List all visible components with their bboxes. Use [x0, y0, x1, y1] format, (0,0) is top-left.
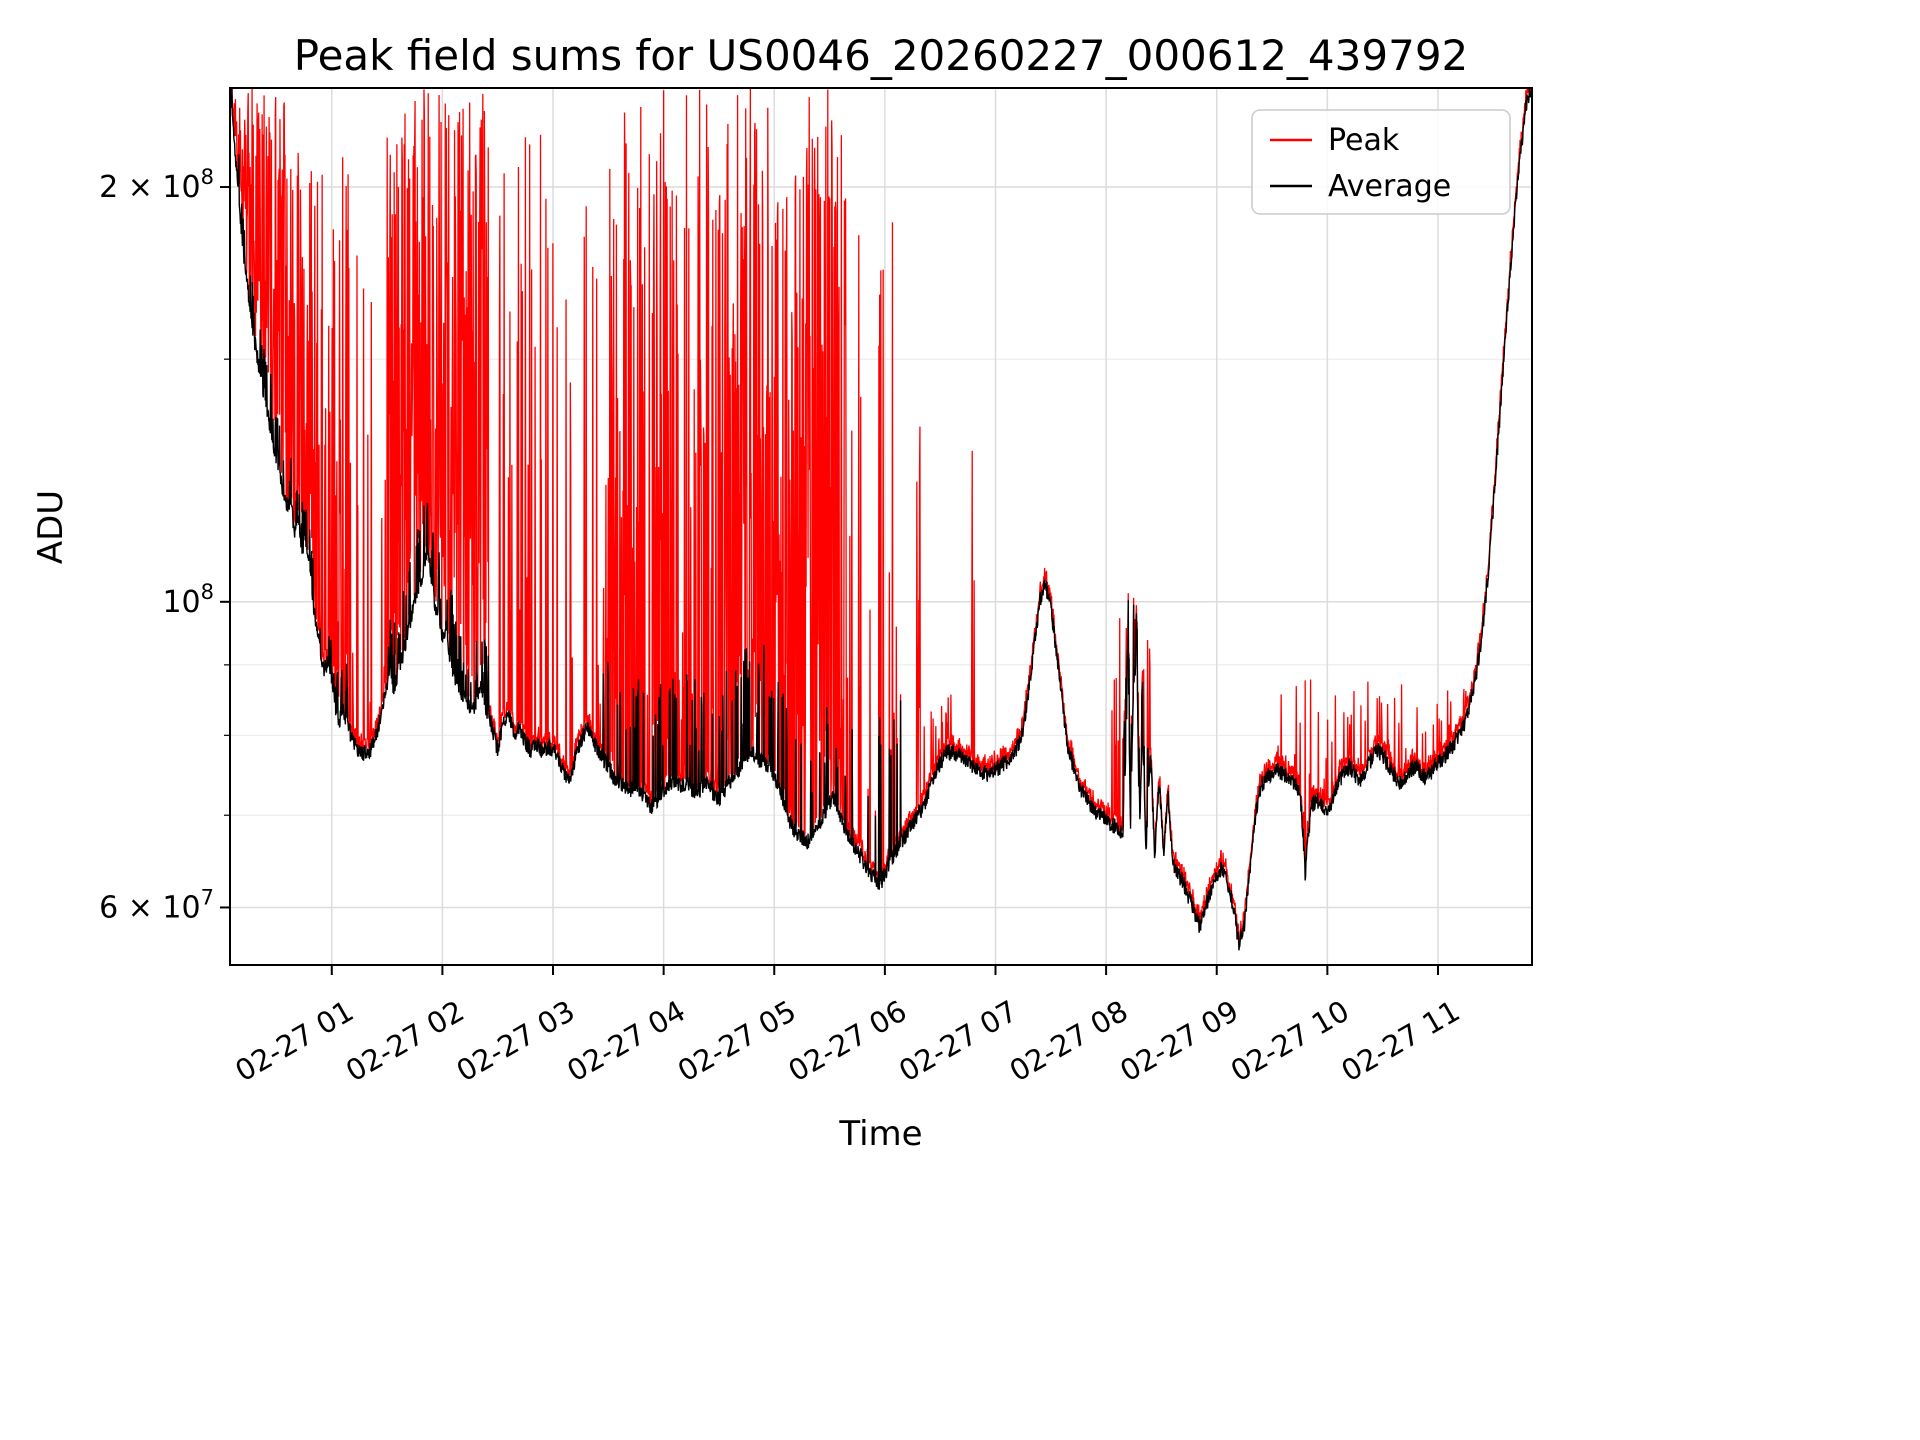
x-axis-label: Time — [838, 1114, 922, 1154]
x-tick-label: 02-27 05 — [672, 994, 802, 1089]
x-tick-label: 02-27 03 — [451, 994, 581, 1089]
x-tick-label: 02-27 10 — [1225, 994, 1355, 1089]
x-tick-label: 02-27 06 — [782, 994, 912, 1089]
legend: Peak Average — [1251, 109, 1511, 215]
x-tick-label: 02-27 11 — [1336, 994, 1466, 1089]
legend-average-label: Average — [1328, 169, 1451, 204]
x-tick-label: 02-27 02 — [340, 994, 470, 1089]
y-tick-label: 108 — [162, 580, 214, 620]
y-tick-label: 2 × 108 — [99, 165, 214, 205]
average-series-line — [230, 88, 1532, 951]
x-tick-label: 02-27 09 — [1114, 994, 1244, 1089]
x-tick-label: 02-27 04 — [561, 994, 691, 1089]
x-tick-label: 02-27 07 — [893, 994, 1023, 1089]
plot-frame — [229, 87, 1533, 966]
legend-peak-label: Peak — [1328, 123, 1400, 158]
legend-box — [1251, 109, 1511, 215]
series-layer — [230, 88, 1532, 951]
y-tick-label: 6 × 107 — [99, 885, 214, 925]
x-tick-label: 02-27 01 — [229, 994, 359, 1089]
chart-title: Peak field sums for US0046_20260227_0006… — [294, 31, 1469, 80]
y-axis-label: ADU — [31, 490, 71, 564]
x-tick-label: 02-27 08 — [1004, 994, 1134, 1089]
